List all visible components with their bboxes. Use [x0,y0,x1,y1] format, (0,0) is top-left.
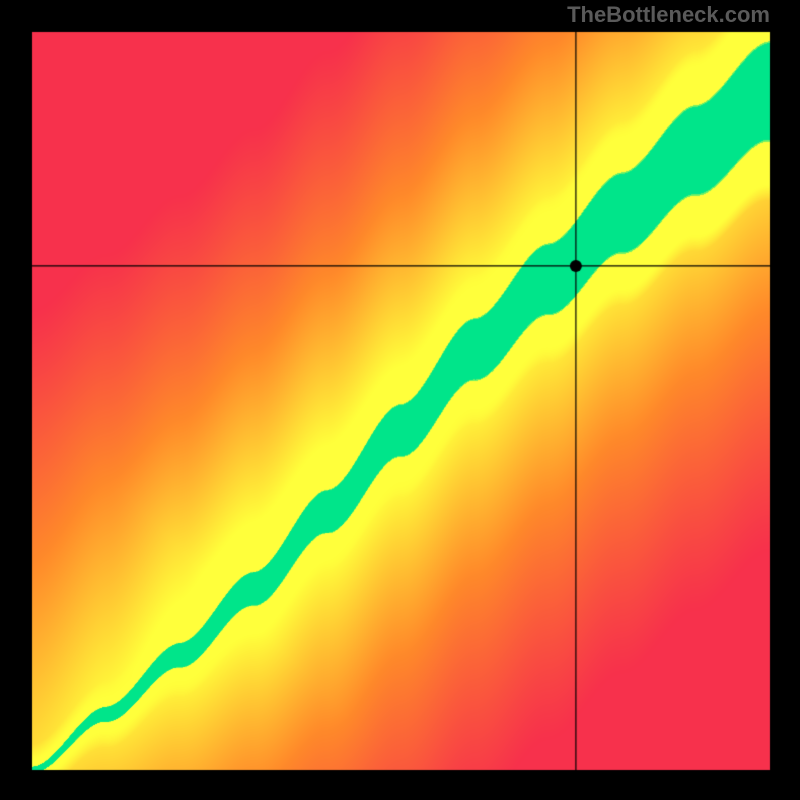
bottleneck-heatmap [0,0,800,800]
watermark-text: TheBottleneck.com [567,2,770,28]
